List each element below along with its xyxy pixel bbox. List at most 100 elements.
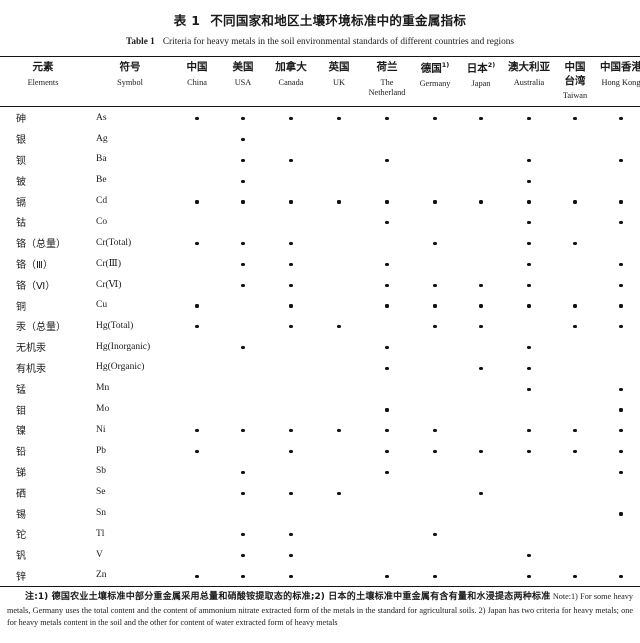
col-header-australia: 澳大利亚 Australia: [504, 57, 554, 107]
criteria-dot-icon: [527, 366, 531, 370]
criteria-cell: [458, 274, 504, 295]
criteria-cell: [316, 191, 362, 212]
criteria-cell: [316, 253, 362, 274]
criteria-cell: [220, 107, 266, 128]
criteria-empty: [337, 284, 340, 287]
element-symbol: Hg(Organic): [96, 362, 145, 373]
col-header-symbol-cn: 符号: [119, 61, 141, 74]
criteria-cell: [266, 211, 316, 232]
table-row: 镉 Cd: [0, 191, 640, 212]
element-name-cn: 锡: [16, 509, 26, 521]
criteria-cell: [554, 315, 596, 336]
criteria-cell: [316, 149, 362, 170]
table-row: 镍 Ni: [0, 419, 640, 440]
criteria-cell: [316, 107, 362, 128]
element-symbol: Mn: [96, 383, 110, 394]
criteria-cell: [316, 482, 362, 503]
criteria-cell: [220, 419, 266, 440]
criteria-empty: [619, 138, 622, 141]
col-header-germany: 德国1) Germany: [412, 57, 458, 107]
criteria-dot-icon: [241, 470, 245, 474]
criteria-dot-icon: [289, 449, 293, 454]
criteria-cell: [504, 211, 554, 232]
criteria-empty: [337, 512, 340, 515]
criteria-cell: [220, 274, 266, 295]
element-symbol: Cd: [96, 196, 108, 207]
element-symbol: Co: [96, 216, 108, 227]
criteria-cell: [174, 378, 220, 399]
criteria-empty: [195, 533, 198, 536]
criteria-cell: [362, 419, 412, 440]
criteria-dot-icon: [619, 429, 623, 433]
criteria-cell: [316, 378, 362, 399]
criteria-dot-icon: [619, 158, 623, 162]
criteria-cell: [458, 440, 504, 461]
criteria-cell: [316, 170, 362, 191]
criteria-cell: [266, 191, 316, 212]
criteria-cell: [174, 232, 220, 253]
criteria-empty: [433, 346, 436, 349]
criteria-dot-icon: [573, 574, 577, 578]
criteria-empty: [619, 554, 622, 557]
criteria-cell: [596, 336, 640, 357]
criteria-empty: [337, 450, 340, 453]
criteria-cell: [504, 274, 554, 295]
criteria-empty: [385, 533, 388, 536]
criteria-dot-icon: [241, 138, 245, 142]
element-symbol: Ba: [96, 154, 107, 165]
criteria-cell: [174, 482, 220, 503]
criteria-cell: [174, 565, 220, 586]
criteria-cell: [362, 149, 412, 170]
criteria-cell: [554, 357, 596, 378]
criteria-empty: [385, 138, 388, 141]
criteria-cell: [316, 419, 362, 440]
criteria-cell: [554, 128, 596, 149]
criteria-empty: [195, 221, 198, 224]
table-row: 钴 Co: [0, 211, 640, 232]
criteria-empty: [433, 554, 436, 557]
criteria-dot-icon: [195, 117, 199, 121]
criteria-cell: [504, 336, 554, 357]
criteria-cell: [596, 149, 640, 170]
criteria-cell: [220, 315, 266, 336]
criteria-cell: [554, 482, 596, 503]
criteria-cell: [458, 503, 504, 524]
criteria-empty: [195, 492, 198, 495]
table-row: 铜 Cu: [0, 295, 640, 316]
element-name-cn: 锌: [16, 571, 26, 583]
criteria-empty: [241, 221, 244, 224]
col-header-netherland-cn: 荷兰: [376, 61, 398, 74]
criteria-cell: [596, 253, 640, 274]
criteria-cell: [596, 107, 640, 128]
criteria-dot-icon: [289, 117, 293, 121]
criteria-dot-icon: [619, 117, 623, 121]
criteria-empty: [195, 263, 198, 266]
criteria-empty: [289, 138, 292, 141]
criteria-dot-icon: [527, 179, 531, 183]
col-header-hongkong-cn: 中国香港: [600, 61, 640, 74]
criteria-dot-icon: [195, 449, 199, 454]
criteria-dot-icon: [527, 449, 531, 454]
criteria-empty: [385, 554, 388, 557]
criteria-dot-icon: [241, 200, 245, 204]
criteria-empty: [433, 408, 436, 411]
element-name-cn: 钼: [16, 405, 26, 417]
criteria-cell: [504, 357, 554, 378]
criteria-cell: [554, 232, 596, 253]
criteria-cell: [554, 461, 596, 482]
criteria-cell: [316, 232, 362, 253]
criteria-cell: [596, 523, 640, 544]
criteria-cell: [266, 253, 316, 274]
criteria-cell: [458, 211, 504, 232]
criteria-dot-icon: [241, 345, 245, 350]
criteria-empty: [289, 346, 292, 349]
criteria-cell: [596, 461, 640, 482]
criteria-empty: [573, 471, 576, 474]
element-symbol: As: [96, 112, 107, 123]
criteria-cell: [362, 440, 412, 461]
criteria-cell: [554, 274, 596, 295]
criteria-empty: [241, 450, 244, 453]
criteria-cell: [266, 336, 316, 357]
criteria-cell: [504, 565, 554, 586]
criteria-dot-icon: [289, 533, 293, 537]
